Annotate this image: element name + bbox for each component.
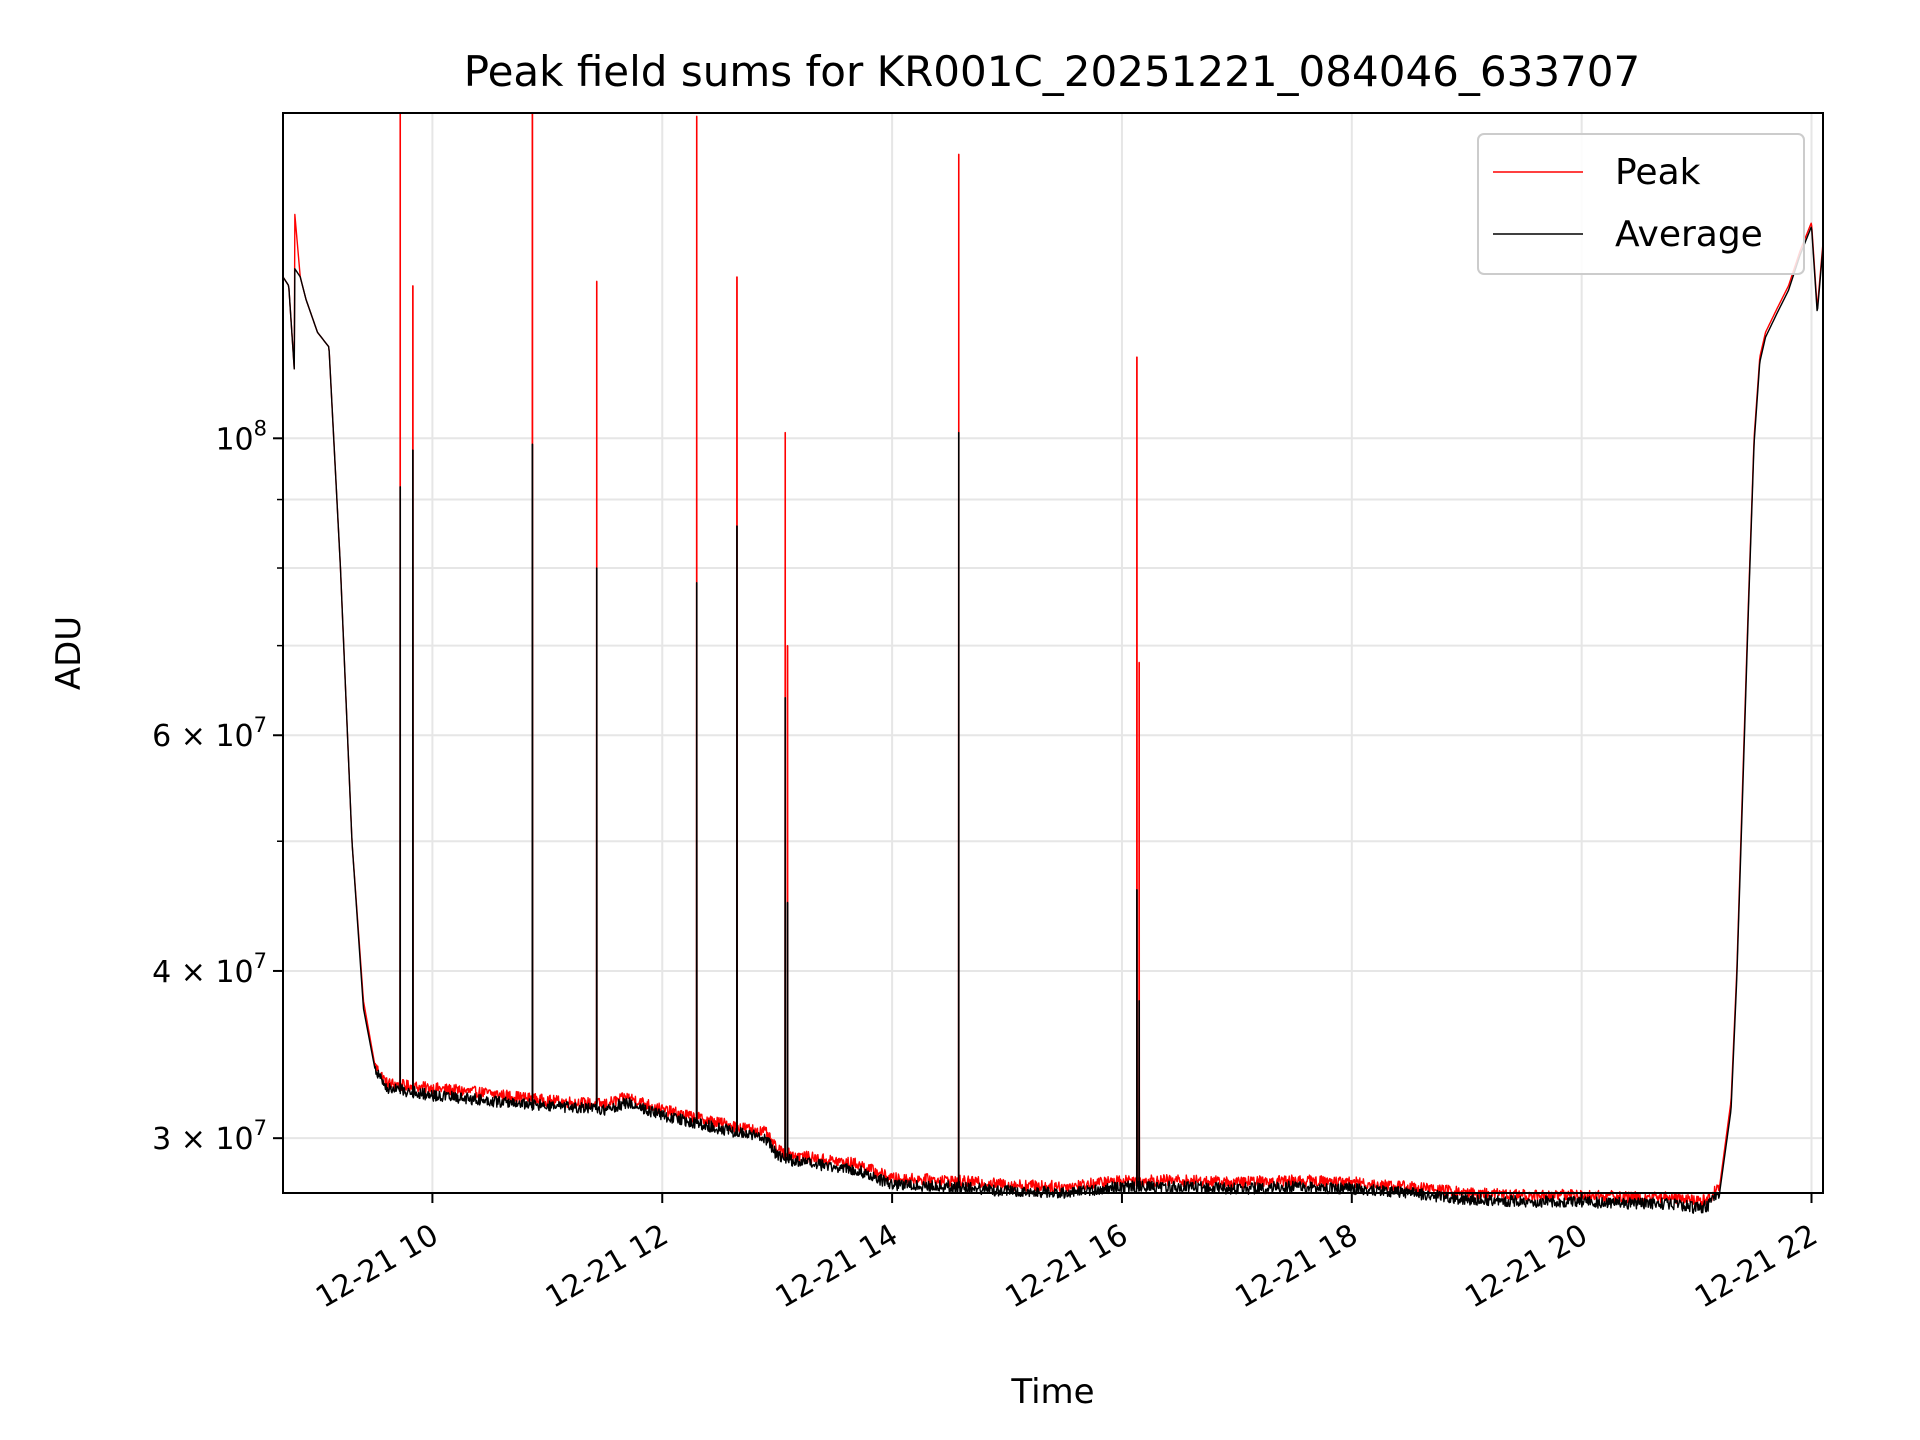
y-tick-label: 108 bbox=[215, 416, 267, 457]
y-axis-title: ADU bbox=[49, 616, 89, 690]
legend-label-peak: Peak bbox=[1615, 152, 1701, 193]
x-axis-title: Time bbox=[1010, 1372, 1094, 1412]
y-axis: 108 6 × 107 4 × 107 3 × 107 bbox=[152, 416, 283, 1157]
plot-series bbox=[282, 112, 1824, 1214]
y-tick-label: 6 × 107 bbox=[152, 713, 267, 754]
series-line-average bbox=[282, 226, 1824, 1214]
y-tick-label: 4 × 107 bbox=[152, 949, 267, 990]
y-tick-label: 3 × 107 bbox=[152, 1116, 267, 1157]
grid bbox=[283, 113, 1823, 1193]
legend-label-average: Average bbox=[1615, 214, 1763, 255]
plot-area-frame bbox=[282, 112, 1824, 1194]
legend-box bbox=[1477, 133, 1805, 275]
chart-title: Peak field sums for KR001C_20251221_0840… bbox=[464, 47, 1640, 96]
legend: Peak Average bbox=[1477, 133, 1805, 275]
